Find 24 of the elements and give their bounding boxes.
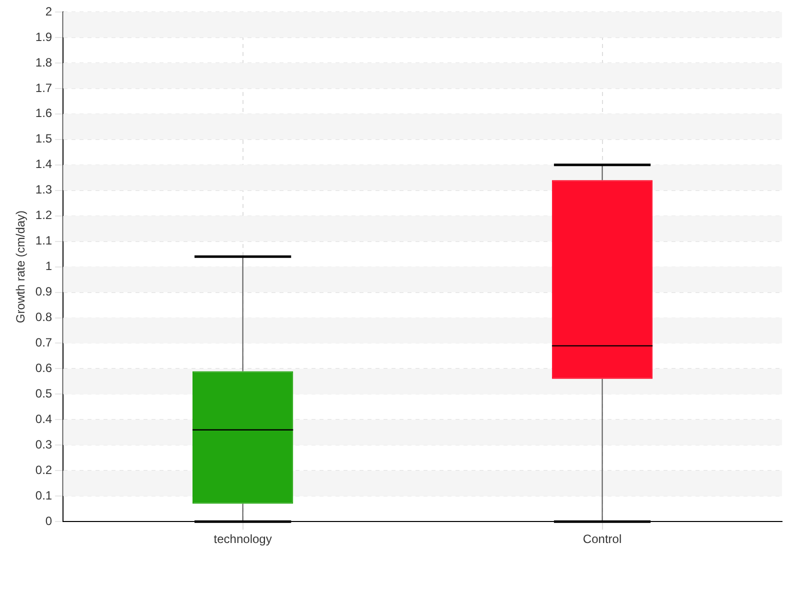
x-tick-label: Control — [582, 532, 622, 546]
y-tick-label: 0.7 — [35, 336, 52, 350]
y-tick-label: 1.2 — [35, 208, 52, 222]
y-tick-label: 0.2 — [35, 462, 52, 477]
y-tick-label: 1.3 — [35, 182, 52, 197]
y-tick-label: 1.9 — [35, 30, 52, 44]
y-tick-label: 1.6 — [35, 106, 52, 120]
y-tick-label: 0.8 — [35, 310, 52, 324]
y-tick-label: 0.9 — [35, 284, 52, 299]
y-axis-title: Growth rate (cm/day) — [14, 210, 28, 324]
y-tick-label: 0.1 — [35, 488, 52, 502]
y-tick-label: 0.3 — [35, 437, 52, 452]
y-tick-label: 0.5 — [35, 386, 52, 401]
y-tick-label: 1.7 — [35, 80, 52, 95]
y-tick-label: 1.4 — [35, 157, 52, 172]
y-tick-label: 2 — [45, 4, 52, 18]
y-tick-label: 1.5 — [35, 132, 52, 146]
y-tick-label: 0 — [45, 514, 52, 528]
y-tick-label: 1.1 — [35, 234, 52, 248]
y-tick-label: 0.6 — [35, 361, 52, 376]
y-tick-label: 1.8 — [35, 55, 52, 70]
x-tick-label: technology — [214, 532, 272, 546]
y-tick-label: 1 — [45, 259, 52, 274]
y-tick-label: 0.4 — [35, 412, 52, 426]
